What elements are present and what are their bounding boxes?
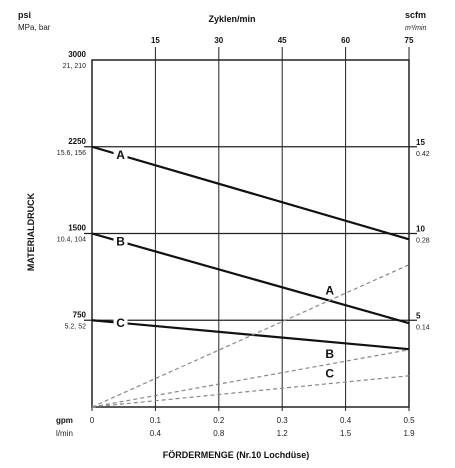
top-tick-label: 75: [405, 36, 414, 45]
left-tick-label-mpa: 21, 210: [63, 63, 86, 70]
x-tick-label-gpm: 0.2: [213, 416, 225, 425]
x-tick-label-gpm: 0.3: [277, 416, 289, 425]
pressure-line-b: [91, 232, 410, 325]
x-axis-title: FÖRDERMENGE (Nr.10 Lochdüse): [163, 450, 310, 460]
left-unit-primary: psi: [18, 10, 31, 20]
left-tick-label-mpa: 15.6, 156: [57, 150, 86, 157]
top-tick-label: 60: [341, 36, 350, 45]
left-tick-label-psi: 3000: [68, 50, 86, 59]
series-label-backdrop: [113, 316, 128, 330]
pressure-line-a: [91, 145, 410, 241]
air-series-label-a: A: [325, 283, 334, 297]
series-label-backdrop: [113, 149, 128, 163]
pressure-series-label-c: C: [116, 316, 125, 330]
top-tick-label: 30: [214, 36, 223, 45]
right-tick-label-m3: 0.42: [416, 151, 430, 158]
left-unit-secondary: MPa, bar: [18, 23, 51, 32]
right-tick-label-m3: 0.28: [416, 238, 430, 245]
x-tick-label-gpm: 0.5: [403, 416, 415, 425]
air-series-label-c: C: [325, 367, 334, 381]
bottom-unit-primary: gpm: [56, 416, 73, 425]
x-tick-label-gpm: 0: [90, 416, 95, 425]
pressure-series-label-b: B: [116, 235, 125, 249]
x-tick-label-lpm: 1.9: [403, 429, 415, 438]
right-tick-label-scfm: 15: [416, 138, 425, 147]
pressure-series-label-a: A: [116, 148, 125, 162]
top-tick-label: 15: [151, 36, 160, 45]
air-series-label-b: B: [325, 347, 334, 361]
left-tick-label-mpa: 5.2, 52: [65, 323, 87, 330]
pressure-line-c: [91, 319, 410, 351]
right-unit-primary: scfm: [405, 10, 426, 20]
x-tick-label-gpm: 0.4: [340, 416, 352, 425]
air-consumption-line-c: [91, 375, 410, 408]
left-tick-label-psi: 1500: [68, 224, 86, 233]
right-tick-label-scfm: 5: [416, 311, 421, 320]
x-tick-label-lpm: 0.8: [213, 429, 225, 438]
y-axis-title: MATERIALDRUCK: [26, 192, 36, 271]
x-tick-label-gpm: 0.1: [150, 416, 162, 425]
top-axis-label: Zyklen/min: [208, 14, 255, 24]
x-tick-label-lpm: 1.2: [277, 429, 289, 438]
left-tick-label-psi: 2250: [68, 137, 86, 146]
left-tick-label-mpa: 10.4, 104: [57, 237, 86, 244]
air-consumption-line-b: [91, 349, 410, 408]
x-tick-label-lpm: 0.4: [150, 429, 162, 438]
top-tick-label: 45: [278, 36, 287, 45]
right-tick-label-m3: 0.14: [416, 324, 430, 331]
right-unit-secondary: m³/min: [405, 25, 426, 32]
series-label-backdrop: [113, 235, 128, 249]
right-tick-label-scfm: 10: [416, 225, 425, 234]
air-consumption-line-a: [91, 264, 410, 408]
bottom-unit-secondary: l/min: [56, 429, 73, 438]
x-tick-label-lpm: 1.5: [340, 429, 352, 438]
left-tick-label-psi: 750: [73, 310, 87, 319]
